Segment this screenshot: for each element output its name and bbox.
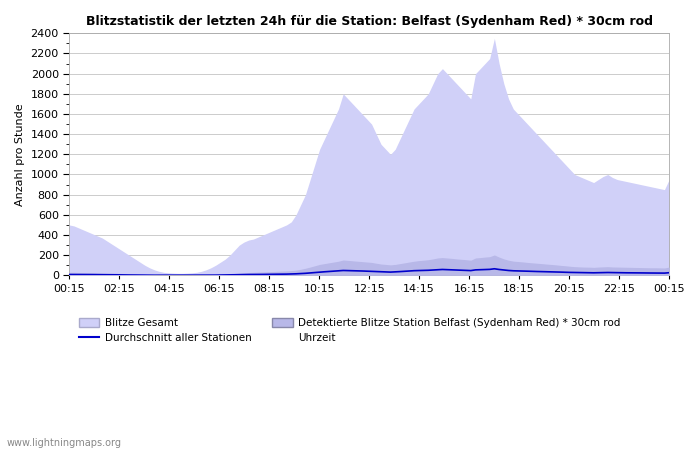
Text: www.lightningmaps.org: www.lightningmaps.org	[7, 438, 122, 448]
Y-axis label: Anzahl pro Stunde: Anzahl pro Stunde	[15, 103, 25, 206]
Title: Blitzstatistik der letzten 24h für die Station: Belfast (Sydenham Red) * 30cm ro: Blitzstatistik der letzten 24h für die S…	[85, 15, 652, 28]
Legend: Blitze Gesamt, Durchschnitt aller Stationen, Detektierte Blitze Station Belfast : Blitze Gesamt, Durchschnitt aller Statio…	[74, 314, 625, 347]
